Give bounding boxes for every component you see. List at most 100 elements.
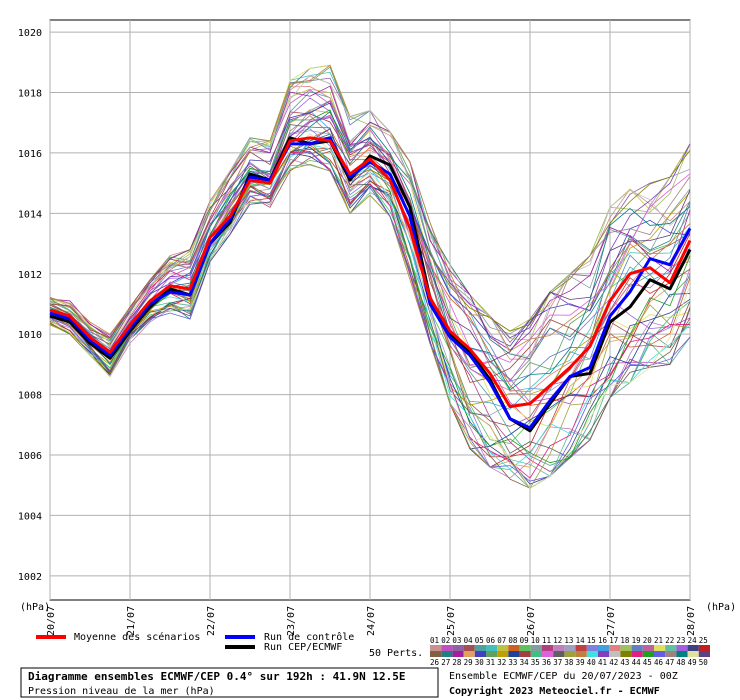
pert-swatch [508, 645, 520, 651]
x-tick-label: 21/07 [126, 606, 137, 636]
pert-number: 39 [576, 658, 585, 667]
pert-number: 50 [699, 658, 709, 667]
pert-swatch [665, 651, 677, 657]
pert-number: 17 [609, 636, 618, 645]
pert-number: 01 [430, 636, 439, 645]
pert-number: 36 [542, 658, 552, 667]
series-line [49, 136, 692, 430]
y-tick-label: 1010 [18, 330, 42, 341]
pert-number: 23 [676, 636, 685, 645]
pert-swatch [474, 651, 486, 657]
y-tick-label: 1016 [18, 149, 42, 160]
ensemble-member-line [49, 74, 691, 358]
pert-swatch [564, 651, 576, 657]
pert-swatch [564, 645, 576, 651]
pert-swatch [654, 645, 666, 651]
pert-swatch [609, 645, 621, 651]
pert-number: 05 [475, 636, 484, 645]
pert-number: 32 [497, 658, 506, 667]
pert-number: 46 [654, 658, 664, 667]
pert-number: 41 [598, 658, 607, 667]
pert-swatch [542, 651, 554, 657]
pert-swatch [542, 645, 554, 651]
pert-number: 03 [452, 636, 461, 645]
pert-number: 09 [520, 636, 529, 645]
ensemble-member-line [49, 117, 691, 357]
y-tick-label: 1008 [18, 391, 42, 402]
pert-swatch [676, 645, 688, 651]
info-box [20, 667, 439, 698]
pert-swatch [430, 651, 442, 657]
pert-swatch [519, 651, 531, 657]
pert-swatch [631, 645, 643, 651]
pert-swatch [665, 645, 677, 651]
legend-swatch-mean [36, 635, 66, 639]
pert-number: 12 [553, 636, 562, 645]
ensemble-member-line [49, 128, 691, 373]
pert-number: 40 [587, 658, 597, 667]
x-tick-label: 25/07 [446, 606, 457, 636]
legend-label-mean: Moyenne des scénarios [74, 631, 200, 643]
pert-number: 31 [486, 658, 495, 667]
ensemble-member-line [49, 133, 691, 489]
pert-number: 33 [508, 658, 517, 667]
pert-swatch [687, 651, 699, 657]
pert-number: 49 [688, 658, 697, 667]
y-tick-label: 1002 [18, 572, 42, 583]
pert-swatch [642, 651, 654, 657]
pert-swatch [598, 645, 610, 651]
pert-number: 29 [464, 658, 473, 667]
pert-number: 18 [620, 636, 630, 645]
pert-swatch [530, 645, 542, 651]
pert-number: 07 [497, 636, 506, 645]
x-tick-label: 23/07 [286, 606, 297, 636]
pert-number: 06 [486, 636, 496, 645]
info-subtitle: Pression niveau de la mer (hPa) [28, 686, 215, 697]
ensemble-member-line [49, 111, 691, 383]
y-tick-label: 1012 [18, 270, 42, 281]
pert-number: 26 [430, 658, 440, 667]
ensemble-member-line [49, 147, 691, 447]
legend-swatch-oper [225, 645, 255, 649]
pert-swatch [508, 651, 520, 657]
pert-swatch [463, 645, 475, 651]
legend-label-oper: Run CEP/ECMWF [264, 642, 342, 653]
pert-number: 10 [531, 636, 541, 645]
pert-color-grid: 01 02 03 04 05 06 07 08 09 10 11 12 13 14 15 16 17 18 19 20… [430, 636, 710, 667]
x-tick-label: 26/07 [526, 606, 537, 636]
ensemble-member-line [49, 151, 691, 482]
pert-swatch [631, 651, 643, 657]
pert-number: 34 [520, 658, 530, 667]
pert-number: 14 [576, 636, 586, 645]
ensemble-member-line [49, 115, 691, 381]
main-series [49, 136, 692, 433]
x-tick-label: 24/07 [366, 606, 377, 636]
pert-swatch [530, 651, 542, 657]
pert-swatch [620, 651, 632, 657]
x-tick-label: 27/07 [606, 606, 617, 636]
pert-swatch [452, 651, 464, 657]
pert-swatch [698, 651, 710, 657]
ensemble-members [49, 64, 691, 489]
pert-number: 35 [531, 658, 540, 667]
pert-number: 22 [665, 636, 674, 645]
y-tick-label: 1004 [18, 511, 42, 522]
ensemble-member-line [49, 164, 691, 477]
pert-number: 15 [587, 636, 596, 645]
pert-swatch [553, 651, 565, 657]
series-line [49, 136, 692, 409]
pert-swatch [474, 645, 486, 651]
y-axis: 1002 1004 1006 1008 1010 1012 1014 1016 1018 1020 [18, 28, 42, 583]
pert-number: 43 [620, 658, 629, 667]
pert-number: 24 [688, 636, 698, 645]
pert-swatch [598, 651, 610, 657]
x-axis: 20/07 21/07 22/07 23/07 24/07 25/07 26/07 27/07… [46, 606, 697, 636]
pert-swatch [430, 645, 442, 651]
legend: Moyenne des scénarios Run de contrôle Ru… [36, 631, 710, 667]
pert-number: 42 [609, 658, 618, 667]
pert-swatch [586, 651, 598, 657]
pert-number: 20 [643, 636, 653, 645]
pert-number: 48 [676, 658, 686, 667]
info-copyright: Copyright 2023 Meteociel.fr - ECMWF [449, 685, 660, 697]
y-unit-right: (hPa) [706, 602, 736, 613]
